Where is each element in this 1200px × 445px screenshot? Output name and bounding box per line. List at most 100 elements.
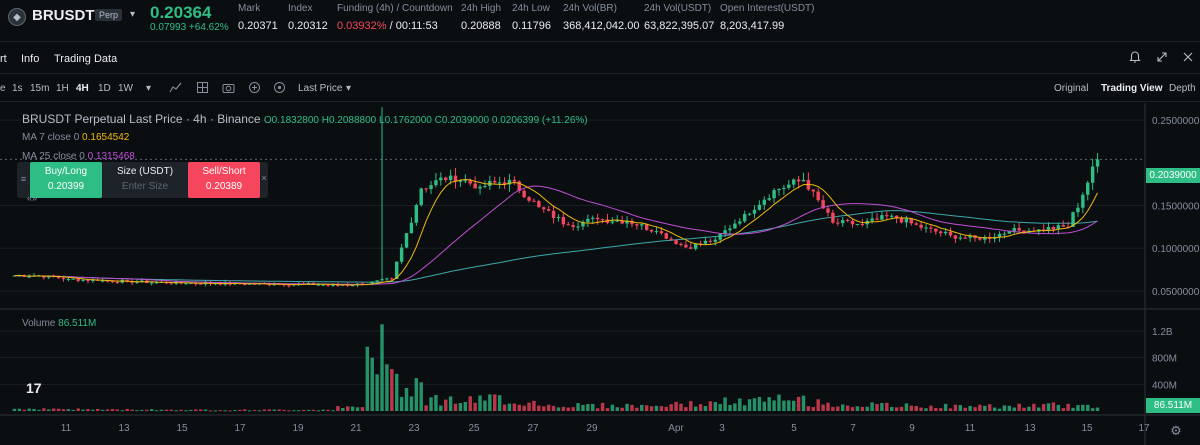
sell-label: Sell/Short: [202, 166, 246, 177]
candle-body: [105, 280, 110, 282]
candle-body: [684, 244, 688, 248]
tab-info[interactable]: Info: [21, 53, 40, 65]
candle-body: [385, 278, 389, 280]
timeframe-1h[interactable]: 1H: [56, 83, 69, 94]
volume-bar: [331, 410, 335, 412]
volume-bar: [105, 409, 110, 411]
size-input[interactable]: Size (USDT) Enter Size: [102, 162, 188, 198]
volume-bar: [301, 409, 306, 411]
volume-bar: [978, 404, 982, 411]
view-original[interactable]: Original: [1054, 83, 1089, 94]
volume-bar: [316, 410, 321, 412]
view-depth[interactable]: Depth: [1169, 83, 1196, 94]
candle-body: [517, 181, 521, 191]
buy-long-button[interactable]: Buy/Long 0.20399: [30, 162, 102, 198]
timeframe-1w[interactable]: 1W: [118, 83, 133, 94]
candle-body: [615, 220, 619, 222]
close-icon[interactable]: ×: [261, 173, 267, 183]
volume-bar: [145, 409, 149, 411]
stat-label: 24h Vol(BR): [563, 3, 617, 14]
stat-value: 63,822,395.07: [644, 20, 715, 32]
volume-bar: [591, 403, 595, 411]
chevron-down-icon[interactable]: ▾: [130, 9, 136, 20]
volume-bar: [399, 396, 404, 411]
ticker-header: ◆ BRUSDT Perp ▾ 0.20364 0.07993 +64.62% …: [0, 0, 1200, 42]
volume-bar: [115, 409, 120, 411]
timeframe-1s[interactable]: 1s: [12, 83, 23, 94]
candle-body: [27, 276, 31, 278]
buy-price: 0.20399: [47, 181, 85, 192]
volume-bar: [507, 403, 512, 411]
volume-bar: [963, 407, 967, 411]
timeframe-option[interactable]: e: [0, 83, 6, 94]
stat-funding[interactable]: Funding (4h) / Countdown 0.03932% / 00:1…: [337, 3, 453, 32]
volume-bar: [777, 394, 781, 411]
candlestick-chart[interactable]: 0.2500000 0.1500000 0.1000000 0.0500000 1.2B…: [0, 103, 1200, 445]
price-tick-label: 0.1500000: [1152, 202, 1200, 213]
volume-bar: [42, 408, 46, 411]
current-volume-tag: 86.511M: [1146, 398, 1200, 413]
candle-body: [468, 180, 472, 184]
volume-bar: [169, 409, 173, 411]
candle-body: [713, 239, 717, 242]
volume-bar: [894, 407, 899, 411]
volume-bar: [517, 404, 521, 411]
candle-body: [434, 180, 438, 186]
plus-circle-icon[interactable]: [247, 81, 261, 95]
tab-trading-data[interactable]: Trading Data: [54, 53, 118, 65]
volume-bar: [703, 406, 708, 411]
volume-bar: [360, 407, 365, 411]
chevron-down-icon[interactable]: ▾: [146, 83, 152, 94]
volume-label: Volume: [22, 318, 56, 329]
volume-bar: [571, 407, 575, 411]
candle-body: [1007, 231, 1012, 234]
timeframe-1d[interactable]: 1D: [98, 83, 111, 94]
volume-bar: [390, 369, 394, 411]
chevron-down-icon[interactable]: ▾: [346, 83, 352, 94]
symbol-selector[interactable]: BRUSDT: [32, 7, 95, 24]
timeframe-15m[interactable]: 15m: [30, 83, 50, 94]
expand-icon[interactable]: [1154, 50, 1170, 66]
camera-icon[interactable]: [221, 81, 235, 95]
volume-bar: [473, 402, 477, 411]
stat-label: Open Interest(USDT): [720, 3, 815, 14]
stat-24h-vol-base: 24h Vol(BR) 368,412,042.00: [563, 3, 639, 32]
drag-handle-icon[interactable]: ≡: [20, 174, 27, 184]
window-icon[interactable]: [1180, 50, 1196, 66]
collapse-icon[interactable]: «»: [27, 193, 38, 203]
candle-body: [409, 222, 414, 234]
indicator-icon[interactable]: [168, 81, 182, 95]
candle-body: [654, 231, 659, 233]
bell-icon[interactable]: [1127, 50, 1143, 66]
target-icon[interactable]: [272, 81, 286, 95]
timeframe-4h[interactable]: 4H: [76, 83, 89, 94]
candle-body: [154, 282, 159, 284]
candle-body: [66, 278, 71, 280]
volume-bar: [581, 404, 585, 411]
layout-icon[interactable]: [195, 81, 209, 95]
candle-body: [948, 231, 953, 236]
candle-body: [130, 281, 134, 283]
volume-bar: [865, 406, 869, 411]
volume-bar: [51, 408, 56, 411]
view-trading-view[interactable]: Trading View: [1101, 83, 1163, 94]
candle-body: [826, 208, 830, 213]
candle-body: [845, 220, 850, 222]
volume-bar: [738, 398, 742, 411]
stat-label: 24h Vol(USDT): [644, 3, 712, 14]
volume-bar: [958, 405, 963, 411]
price-type-select[interactable]: Last Price: [298, 83, 343, 94]
tab-chart[interactable]: rt: [0, 53, 7, 65]
sell-short-button[interactable]: Sell/Short 0.20389: [188, 162, 260, 198]
candle-body: [659, 231, 664, 234]
volume-bar: [404, 387, 409, 411]
candle-body: [914, 223, 918, 225]
volume-bar: [66, 409, 71, 411]
gear-icon[interactable]: ⚙: [1170, 423, 1182, 438]
candle-body: [12, 275, 17, 277]
volume-bar: [223, 410, 227, 412]
candle-body: [733, 223, 737, 229]
volume-bar: [801, 395, 806, 411]
volume-bar: [772, 400, 776, 411]
